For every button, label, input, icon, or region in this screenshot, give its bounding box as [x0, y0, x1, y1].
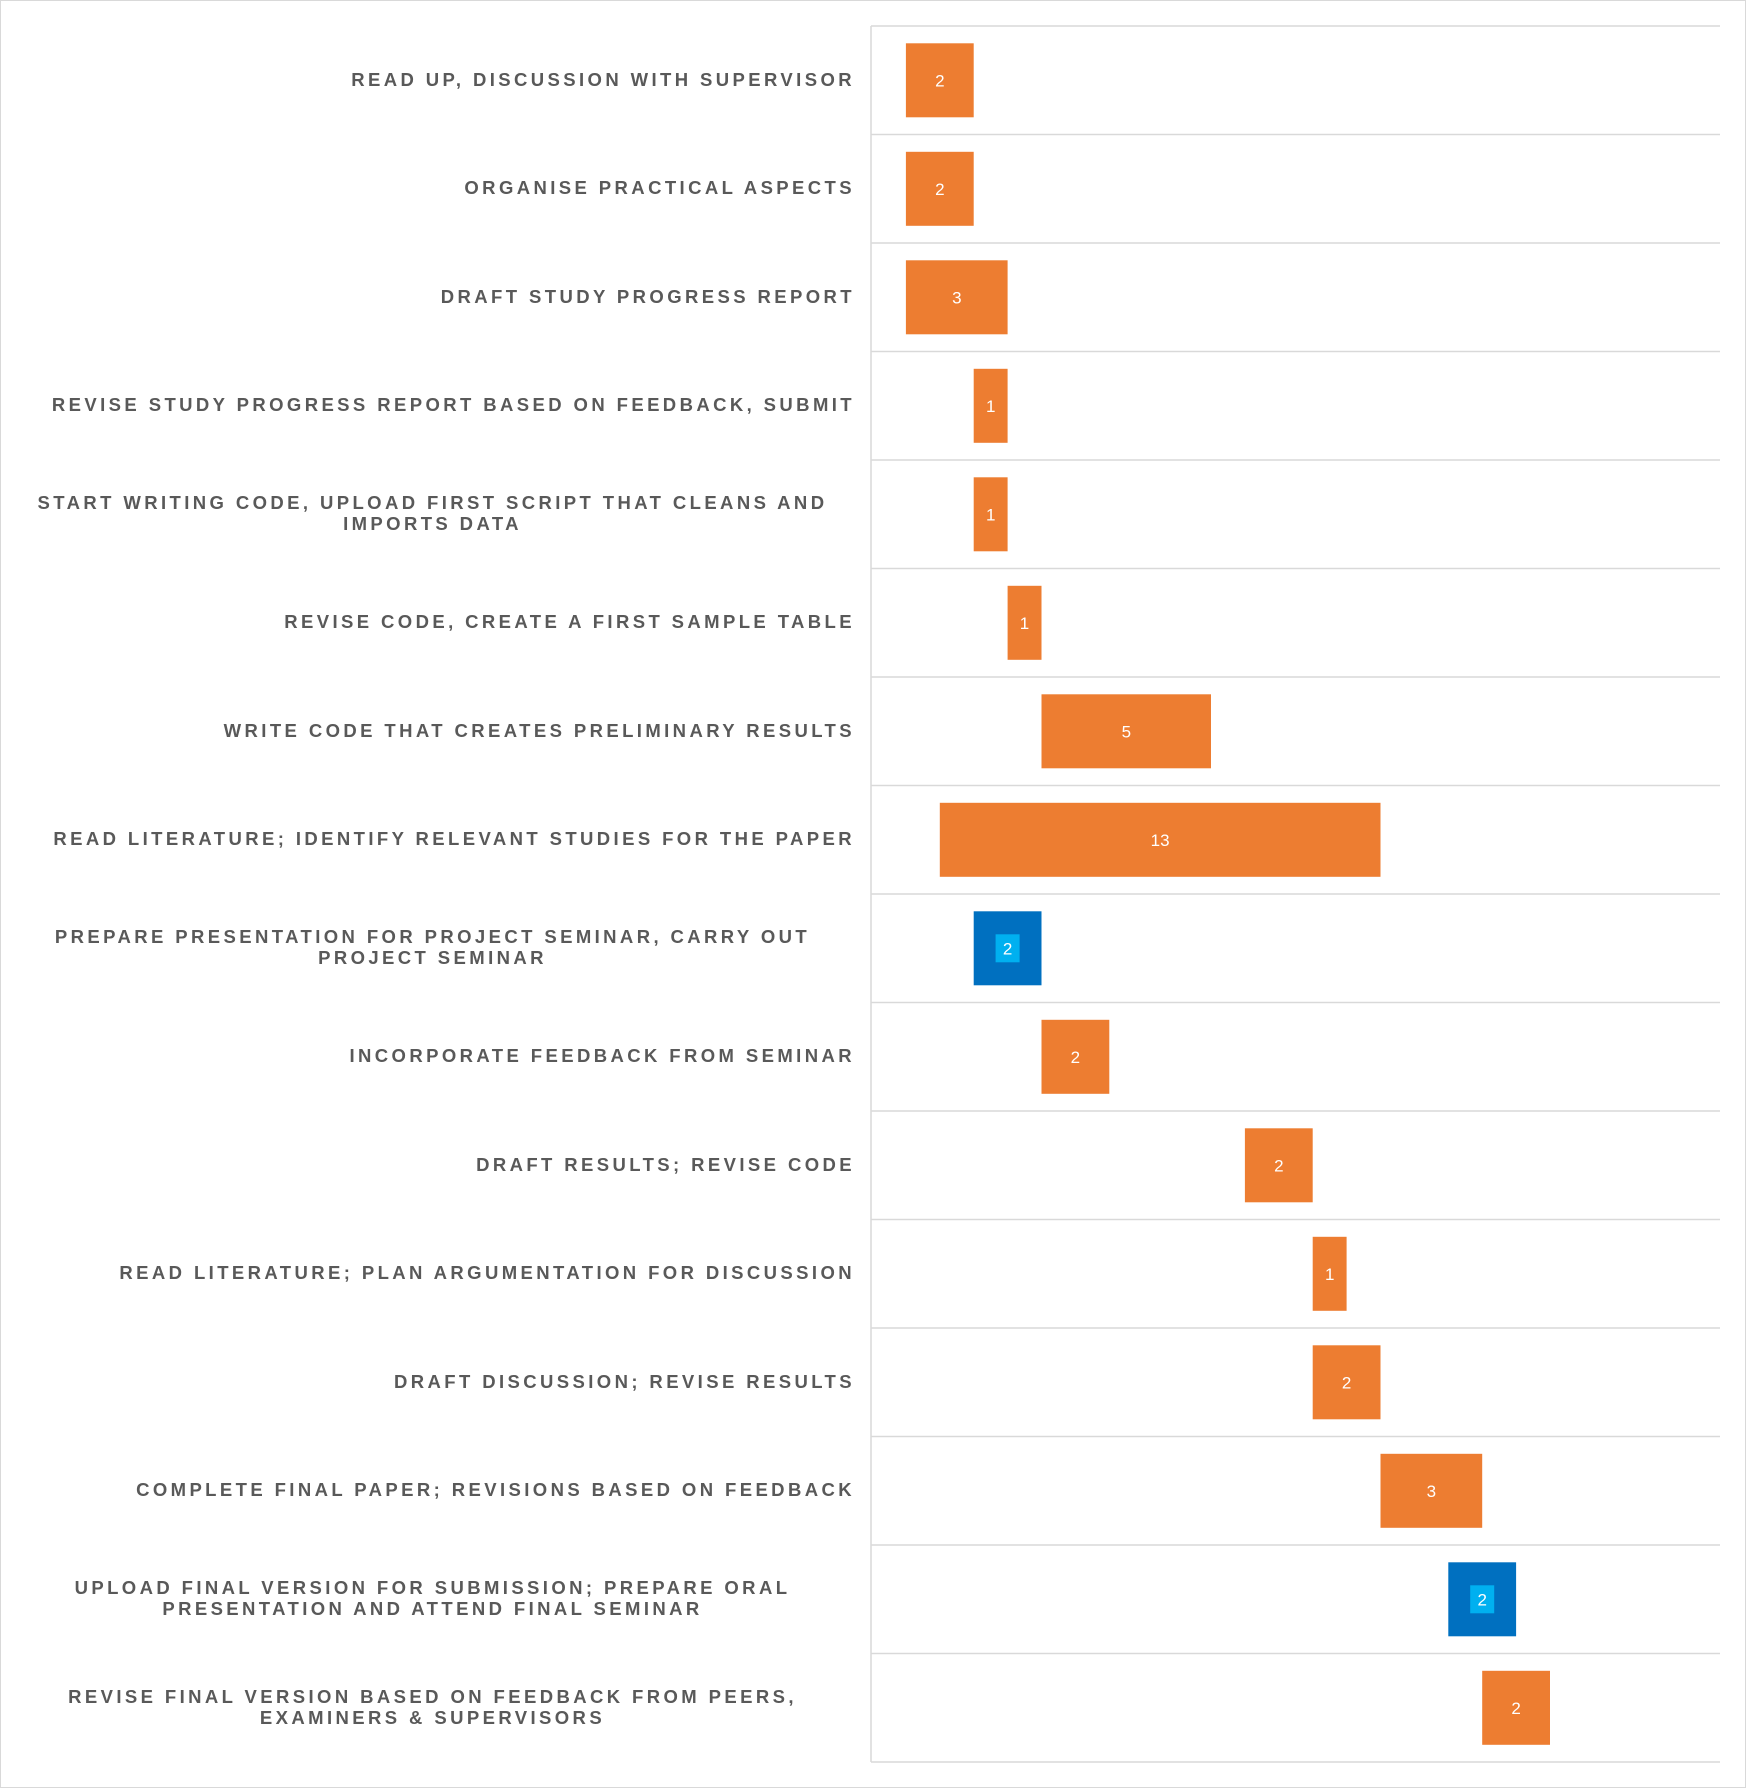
bar-value-label: 2 [1342, 1373, 1351, 1392]
task-bar [973, 368, 1008, 443]
grid-layer [870, 25, 1720, 1763]
bar-value-label: 2 [1003, 939, 1012, 958]
task-label: DRAFT STUDY PROGRESS REPORT [440, 285, 855, 307]
task-bar [1380, 1453, 1483, 1528]
task-bar [1007, 585, 1042, 660]
task-label: START WRITING CODE, UPLOAD FIRST SCRIPT … [37, 492, 828, 535]
task-label: READ LITERATURE; IDENTIFY RELEVANT STUDI… [53, 828, 855, 850]
task-label: WRITE CODE THAT CREATES PRELIMINARY RESU… [223, 719, 855, 741]
task-label: REVISE CODE, CREATE A FIRST SAMPLE TABLE [284, 611, 855, 633]
bar-value-label: 1 [1020, 614, 1029, 633]
bar-value-label: 2 [1071, 1048, 1080, 1067]
task-bar [1312, 1345, 1381, 1420]
bar-value-label: 2 [1511, 1699, 1520, 1718]
task-label: REVISE STUDY PROGRESS REPORT BASED ON FE… [51, 394, 855, 416]
bar-value-label: 3 [1427, 1482, 1436, 1501]
bar-value-label: 2 [935, 71, 944, 90]
task-bar [905, 151, 974, 226]
task-bar [1312, 1236, 1347, 1311]
bar-value-label: 3 [952, 288, 961, 307]
task-bar [1482, 1670, 1550, 1745]
task-bar [939, 802, 1381, 877]
task-label: READ UP, DISCUSSION WITH SUPERVISOR [351, 68, 855, 90]
task-label: ORGANISE PRACTICAL ASPECTS [464, 177, 855, 199]
task-label: READ LITERATURE; PLAN ARGUMENTATION FOR … [119, 1262, 855, 1284]
task-label: DRAFT DISCUSSION; REVISE RESULTS [393, 1370, 855, 1392]
bar-value-label: 13 [1151, 831, 1170, 850]
task-bar [905, 43, 974, 118]
task-label: REVISE FINAL VERSION BASED ON FEEDBACK F… [68, 1685, 797, 1728]
bar-value-label: 5 [1122, 722, 1131, 741]
task-label: COMPLETE FINAL PAPER; REVISIONS BASED ON… [136, 1479, 855, 1501]
task-bar [973, 477, 1008, 552]
task-bar [905, 260, 1008, 335]
bar-value-label: 1 [986, 397, 995, 416]
task-label: INCORPORATE FEEDBACK FROM SEMINAR [349, 1045, 855, 1067]
bar-value-label: 1 [1325, 1265, 1334, 1284]
bar-value-label: 2 [1274, 1156, 1283, 1175]
task-label: UPLOAD FINAL VERSION FOR SUBMISSION; PRE… [74, 1577, 791, 1620]
task-bar [1041, 1019, 1110, 1094]
task-label: PREPARE PRESENTATION FOR PROJECT SEMINAR… [54, 926, 811, 969]
task-bar [1041, 694, 1211, 769]
bar-layer: 2 2 3 1 1 1 5 13 2 2 2 1 2 3 2 2 [905, 43, 1550, 1745]
task-bar [1244, 1128, 1313, 1203]
bar-value-label: 1 [986, 505, 995, 524]
milestone-label-bg [1470, 1585, 1495, 1614]
milestone-label-bg [995, 934, 1020, 963]
bar-value-label: 2 [935, 180, 944, 199]
task-label: DRAFT RESULTS; REVISE CODE [476, 1153, 855, 1175]
bar-value-label: 2 [1477, 1590, 1486, 1609]
